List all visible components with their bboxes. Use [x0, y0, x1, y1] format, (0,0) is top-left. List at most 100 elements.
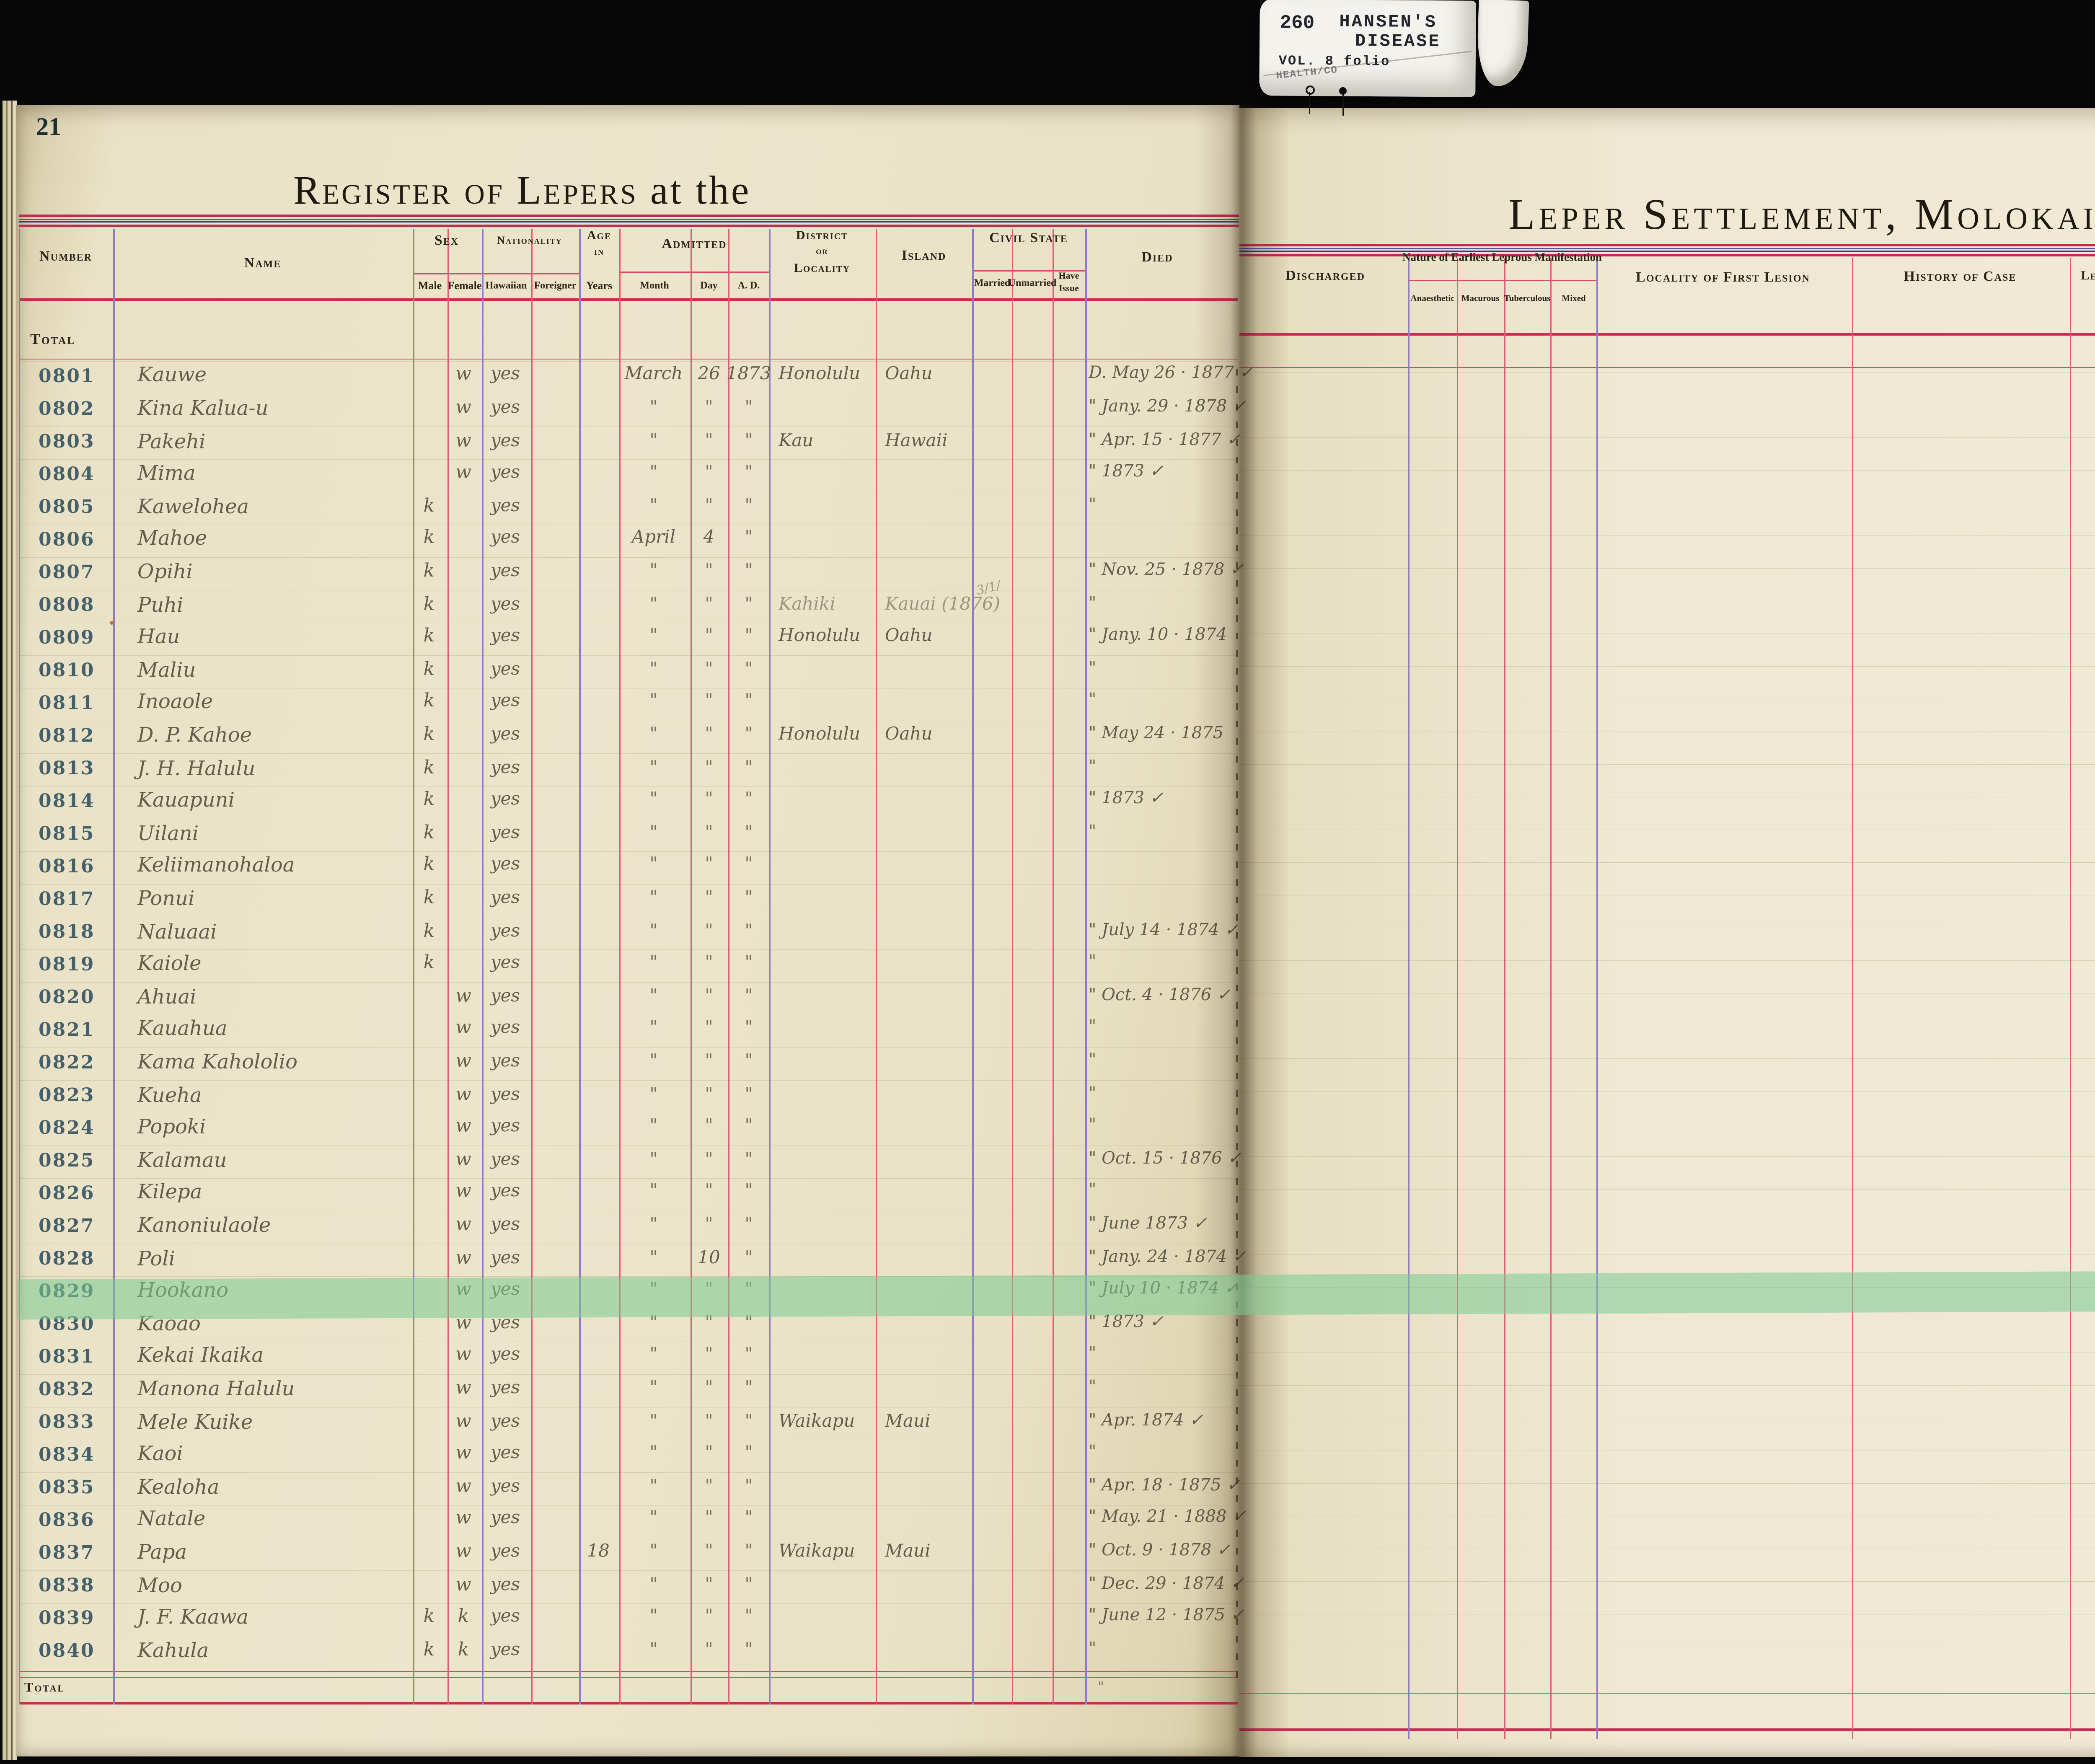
- cell-island: Maui: [885, 1410, 931, 1431]
- cell-number: 0815: [39, 823, 95, 844]
- cell-hawaiian: yes: [490, 1312, 520, 1333]
- cell-day: ": [705, 396, 713, 417]
- cell-island: Maui: [885, 1540, 931, 1561]
- cell-day: ": [705, 723, 713, 744]
- column-header: Admitted: [662, 236, 727, 251]
- cell-died: " July 14 · 1874 ✓: [1089, 920, 1239, 940]
- cell-name: Kaoi: [137, 1441, 183, 1465]
- column-header: Locality of First Lesion: [1636, 269, 1810, 285]
- column-header: Years: [586, 279, 613, 292]
- cell-died: ": [1089, 593, 1097, 613]
- cell-district: Waikapu: [779, 1410, 855, 1431]
- cell-female: w: [455, 1506, 471, 1528]
- cell-ad: ": [745, 1312, 753, 1333]
- cell-day: ": [705, 1016, 713, 1037]
- cell-hawaiian: yes: [490, 1148, 520, 1169]
- cell-number: 0808: [39, 594, 95, 616]
- cell-hawaiian: yes: [490, 1605, 520, 1626]
- cell-number: 0825: [39, 1150, 95, 1171]
- left-page-number: 21: [36, 113, 61, 140]
- cell-ad: ": [745, 822, 753, 843]
- cell-female: w: [455, 461, 471, 483]
- cell-day: ": [705, 1050, 713, 1071]
- cell-month: ": [649, 723, 658, 744]
- cell-hawaiian: yes: [490, 1016, 520, 1037]
- cell-month: ": [649, 887, 658, 907]
- cell-island: Oahu: [885, 723, 933, 744]
- archival-tag: 260 HANSEN'S DISEASE VOL. 8 folio HEALTH…: [1259, 0, 1476, 97]
- column-header: in: [594, 245, 605, 257]
- cell-hawaiian: yes: [490, 853, 520, 874]
- cell-island: Oahu: [885, 362, 933, 383]
- column-header: District: [796, 228, 848, 242]
- cell-month: ": [649, 853, 658, 874]
- column-header: Discharged: [1285, 268, 1365, 283]
- cell-died: " Apr. 18 · 1875 ✓: [1089, 1475, 1241, 1495]
- column-header: Day: [700, 280, 718, 291]
- cell-ad: ": [745, 560, 753, 580]
- cell-number: 0804: [39, 463, 95, 485]
- cell-died: ": [1089, 822, 1097, 841]
- cell-ad: ": [745, 1247, 753, 1268]
- cell-name: Mahoe: [137, 526, 207, 550]
- column-header: Island: [901, 248, 947, 263]
- cell-died: " Apr. 15 · 1877 ✓: [1089, 430, 1241, 450]
- cell-name: Popoki: [137, 1115, 206, 1138]
- cell-district: Honolulu: [779, 723, 861, 744]
- cell-hawaiian: yes: [490, 1278, 520, 1299]
- cell-day: 10: [698, 1247, 720, 1268]
- cell-female: w: [455, 1016, 471, 1038]
- cell-ad: ": [745, 624, 753, 645]
- cell-number: 0819: [39, 954, 95, 975]
- cell-number: 0821: [39, 1019, 95, 1040]
- cell-name: Uilani: [137, 822, 199, 846]
- cell-month: ": [649, 1441, 658, 1462]
- cell-male: k: [423, 788, 435, 810]
- cell-number: 0829: [39, 1280, 95, 1302]
- cell-name: Kina Kalua-u: [137, 396, 269, 420]
- cell-female: w: [455, 1050, 471, 1071]
- cell-ad: ": [745, 1179, 753, 1200]
- cell-hawaiian: yes: [490, 495, 520, 516]
- cell-name: Natale: [137, 1506, 206, 1530]
- cell-month: ": [649, 1639, 658, 1660]
- cell-hawaiian: yes: [490, 658, 520, 679]
- cell-number: 0807: [39, 561, 95, 583]
- cell-day: 4: [703, 526, 715, 547]
- cell-female: w: [455, 1084, 471, 1105]
- cell-number: 0828: [39, 1248, 95, 1269]
- cell-died: " 1873 ✓: [1089, 788, 1164, 807]
- cell-name: Kaiole: [137, 951, 202, 975]
- cell-month: April: [631, 526, 676, 547]
- cell-day: ": [705, 1441, 713, 1462]
- cell-day: ": [705, 1084, 713, 1104]
- cell-number: 0836: [39, 1509, 95, 1531]
- cell-male: k: [423, 920, 435, 942]
- cell-month: ": [649, 1213, 658, 1234]
- cell-male: k: [423, 853, 435, 874]
- cell-day: ": [705, 1377, 713, 1397]
- cell-ad: ": [745, 495, 753, 516]
- cell-female: w: [455, 1115, 471, 1136]
- column-header: Unmarried: [1008, 277, 1057, 289]
- left-title-suffix: at the: [650, 168, 751, 212]
- cell-hawaiian: yes: [490, 1377, 520, 1397]
- cell-male: k: [423, 495, 435, 517]
- column-header: A. D.: [737, 280, 760, 291]
- cell-male: k: [423, 951, 435, 973]
- cell-ad: ": [745, 887, 753, 907]
- cell-day: ": [705, 1605, 713, 1626]
- cell-female: w: [455, 1247, 471, 1269]
- cell-hawaiian: yes: [490, 593, 520, 614]
- cell-month: ": [649, 1506, 658, 1527]
- cell-ad: ": [745, 920, 753, 941]
- cell-ad: ": [745, 1377, 753, 1397]
- cell-month: ": [649, 396, 658, 417]
- cell-hawaiian: yes: [490, 1574, 520, 1595]
- cell-month: ": [649, 624, 658, 645]
- cell-month: ": [649, 1410, 658, 1431]
- cell-name: Ahuai: [137, 985, 197, 1009]
- cell-female: w: [455, 430, 471, 452]
- cell-hawaiian: yes: [490, 624, 520, 645]
- cell-ad: ": [745, 1115, 753, 1135]
